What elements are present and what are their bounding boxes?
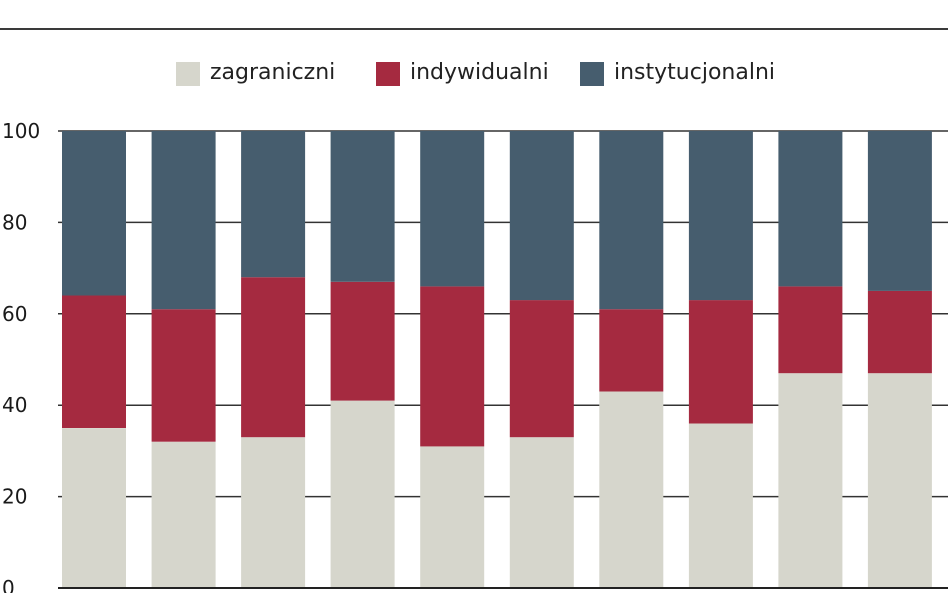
bar-segment-indywidualni-2 <box>151 309 216 442</box>
bar-segment-instytucjonalni-5 <box>420 131 485 287</box>
legend-swatch-instytucjonalni <box>580 62 604 86</box>
y-tick-label-60: 60 <box>2 302 27 326</box>
bar-segment-indywidualni-5 <box>420 286 485 447</box>
bar-segment-instytucjonalni-9 <box>778 131 843 287</box>
bar-segment-indywidualni-7 <box>599 309 664 392</box>
bar-segment-zagraniczni-2 <box>151 441 216 588</box>
bar-segment-instytucjonalni-3 <box>241 131 306 278</box>
bar-segment-instytucjonalni-1 <box>62 131 126 296</box>
bar-segment-zagraniczni-10 <box>867 373 932 588</box>
y-tick-label-40: 40 <box>2 393 27 417</box>
bar-segment-indywidualni-8 <box>688 300 753 424</box>
bar-segment-indywidualni-9 <box>778 286 843 374</box>
legend-swatch-zagraniczni <box>176 62 200 86</box>
bar-segment-indywidualni-1 <box>62 295 126 428</box>
bar-segment-instytucjonalni-2 <box>151 131 216 310</box>
legend-label-indywidualni: indywidualni <box>410 60 549 85</box>
bar-segment-zagraniczni-4 <box>330 400 395 588</box>
bars <box>62 131 932 588</box>
legend-swatch-indywidualni <box>376 62 400 86</box>
bar-segment-indywidualni-10 <box>867 290 932 374</box>
bar-segment-zagraniczni-1 <box>62 428 126 588</box>
bar-segment-instytucjonalni-4 <box>330 131 395 282</box>
bar-segment-zagraniczni-5 <box>420 446 485 588</box>
bar-segment-instytucjonalni-8 <box>688 131 753 301</box>
y-tick-label-20: 20 <box>2 485 27 509</box>
legend-label-zagraniczni: zagraniczni <box>210 60 336 85</box>
bar-segment-zagraniczni-8 <box>688 423 753 588</box>
y-tick-label-80: 80 <box>2 210 27 234</box>
bar-segment-zagraniczni-3 <box>241 437 306 588</box>
bar-segment-instytucjonalni-7 <box>599 131 664 310</box>
bar-segment-indywidualni-6 <box>509 300 574 438</box>
title-divider <box>0 28 948 30</box>
bar-segment-indywidualni-3 <box>241 277 306 438</box>
bar-segment-zagraniczni-7 <box>599 391 664 588</box>
bar-segment-zagraniczni-9 <box>778 373 843 588</box>
bar-segment-instytucjonalni-6 <box>509 131 574 301</box>
y-tick-label-0: 0 <box>2 576 15 593</box>
legend-label-instytucjonalni: instytucjonalni <box>614 60 775 85</box>
bar-segment-instytucjonalni-10 <box>867 131 932 291</box>
y-tick-labels: 0 20 40 60 80 100 <box>2 119 40 593</box>
bar-segment-zagraniczni-6 <box>509 437 574 588</box>
bar-segment-indywidualni-4 <box>330 281 395 401</box>
chart-legend: zagraniczni indywidualni instytucjonalni <box>0 56 948 92</box>
y-tick-label-100: 100 <box>2 119 40 143</box>
